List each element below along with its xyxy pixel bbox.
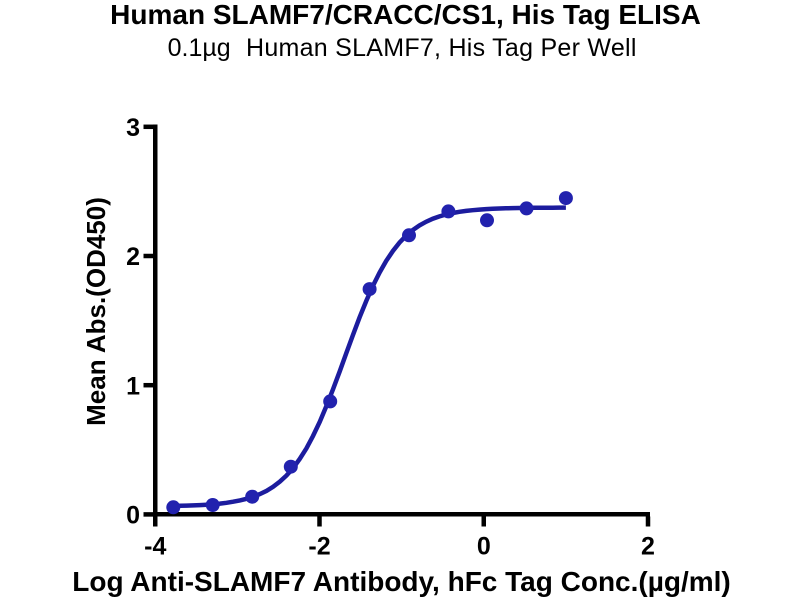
svg-text:-4: -4 bbox=[144, 533, 166, 561]
svg-text:Human SLAMF7, His Tag Per Well: Human SLAMF7, His Tag Per Well bbox=[246, 34, 637, 62]
svg-text:0.1µg: 0.1µg bbox=[168, 34, 231, 62]
svg-text:-2: -2 bbox=[308, 533, 330, 561]
svg-text:Log Anti-SLAMF7 Antibody, hFc: Log Anti-SLAMF7 Antibody, hFc Tag Conc.(… bbox=[72, 566, 731, 597]
svg-text:3: 3 bbox=[126, 114, 140, 142]
svg-text:2: 2 bbox=[126, 243, 140, 271]
svg-text:0: 0 bbox=[126, 501, 140, 529]
svg-text:1: 1 bbox=[126, 372, 140, 400]
svg-text:0: 0 bbox=[477, 533, 491, 561]
svg-text:Human SLAMF7/CRACC/CS1, His Ta: Human SLAMF7/CRACC/CS1, His Tag ELISA bbox=[110, 0, 701, 30]
svg-text:2: 2 bbox=[641, 533, 655, 561]
svg-text:Mean Abs.(OD450): Mean Abs.(OD450) bbox=[81, 197, 111, 426]
